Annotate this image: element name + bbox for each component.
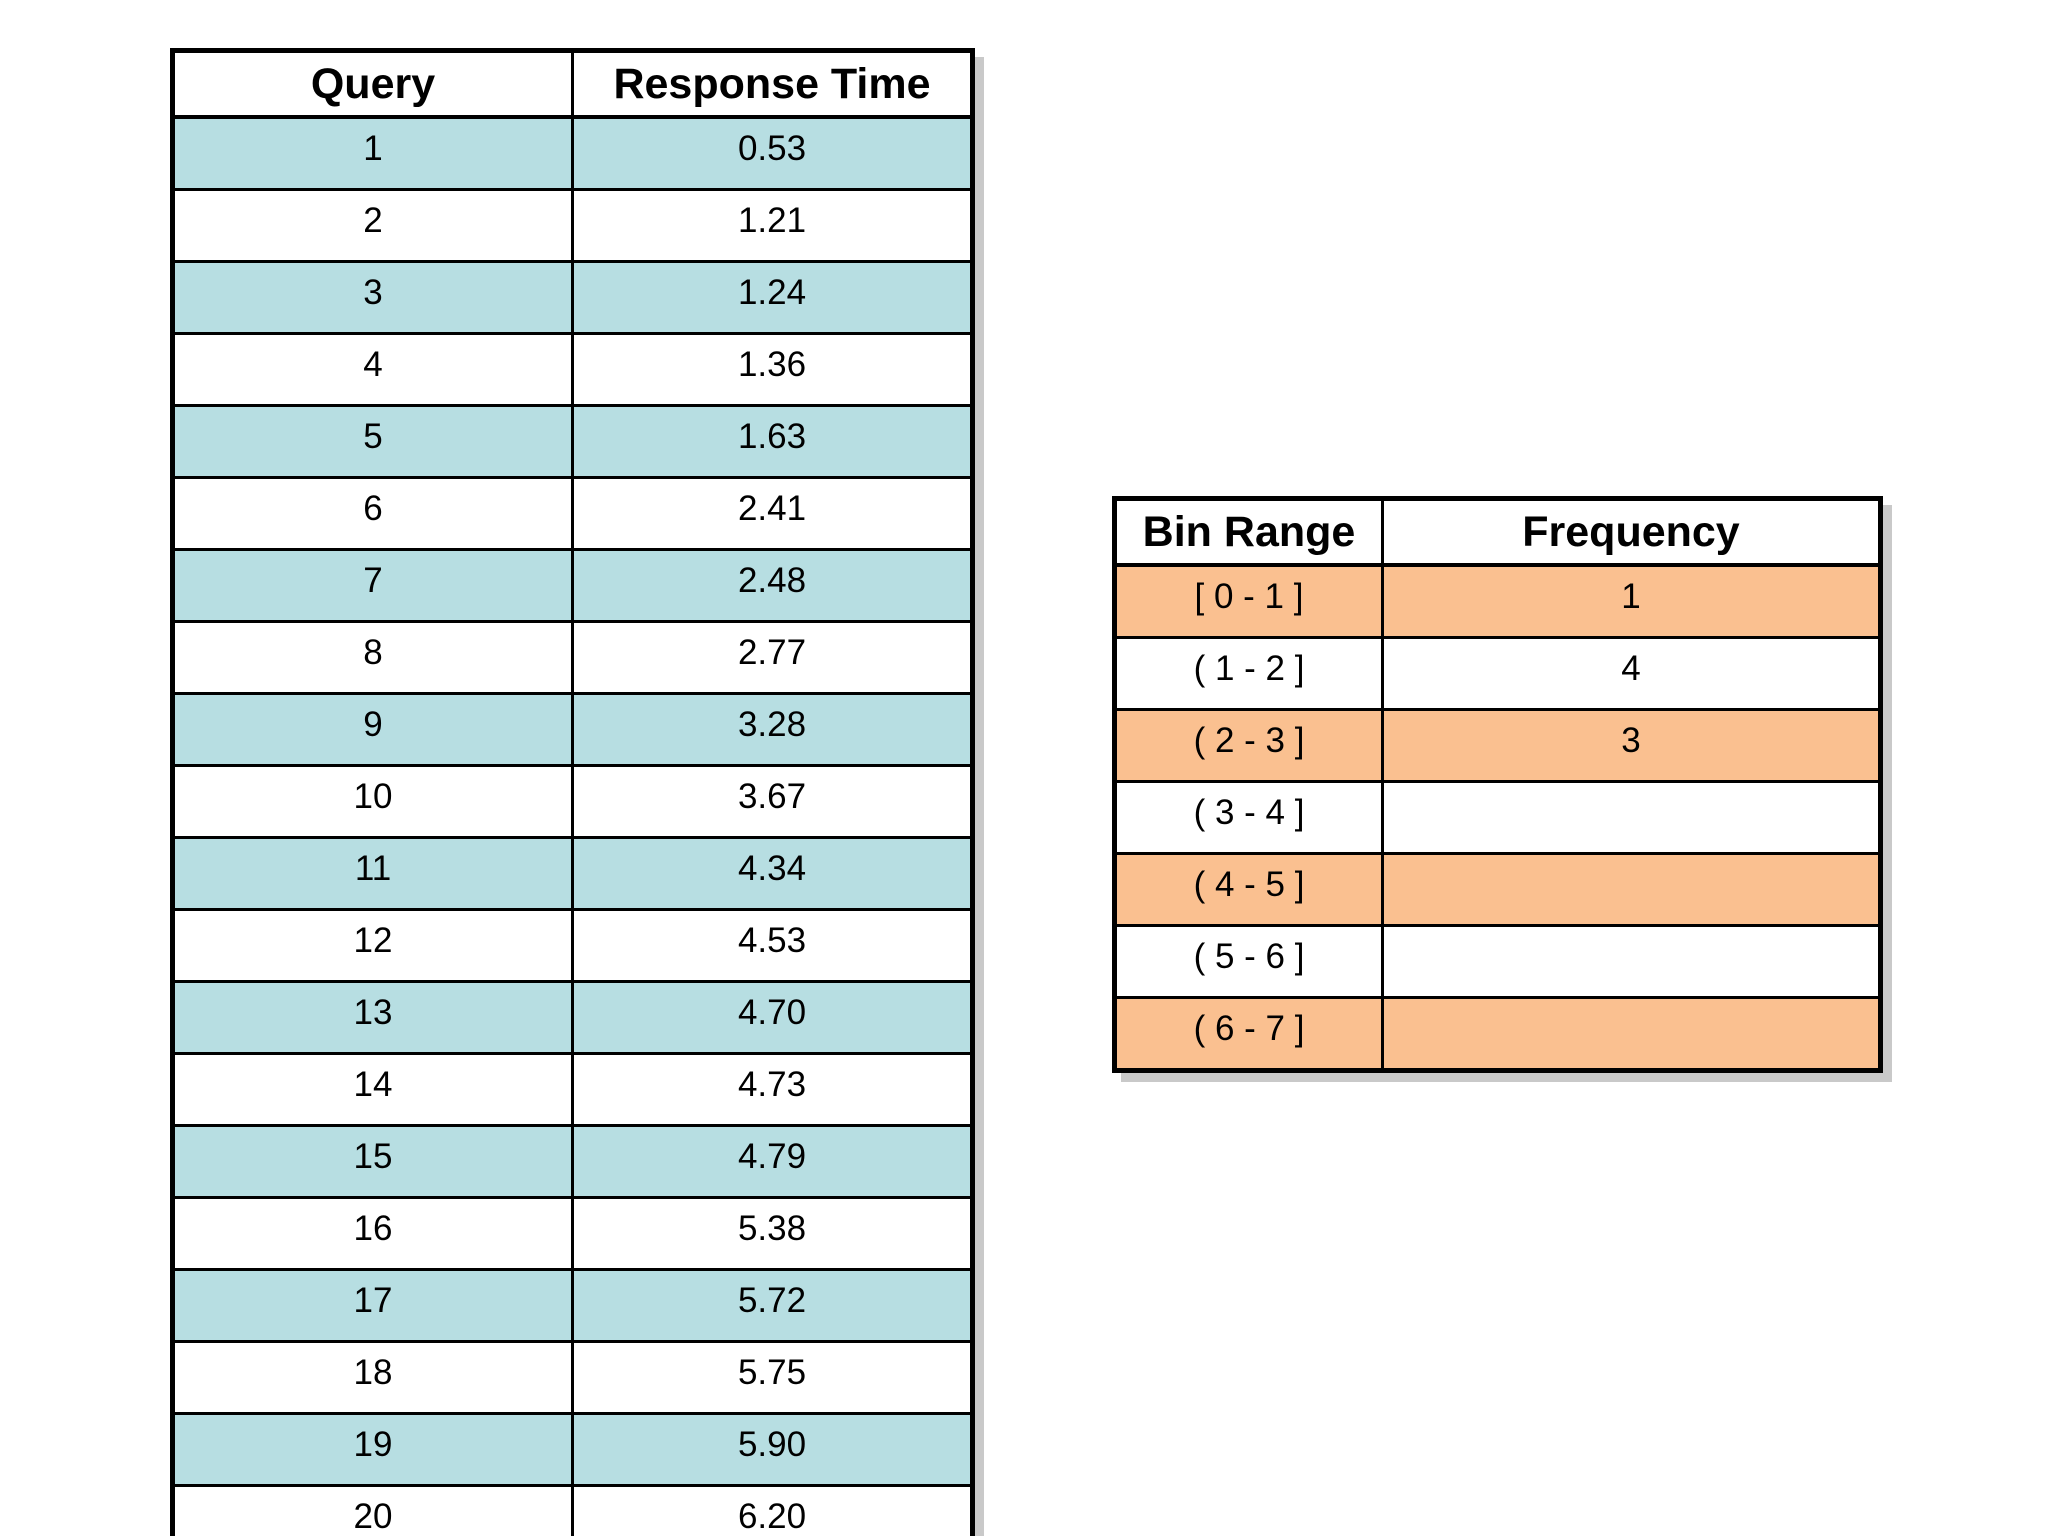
table-row: 14 4.73 xyxy=(171,1052,974,1127)
table-row: ( 6 - 7 ] xyxy=(1113,996,1882,1072)
bin-range-cell: ( 4 - 5 ] xyxy=(1113,852,1384,927)
response-time-cell: 5.72 xyxy=(571,1268,974,1343)
bin-range-cell: ( 5 - 6 ] xyxy=(1113,924,1384,999)
query-cell: 4 xyxy=(171,332,574,407)
response-time-cell: 4.73 xyxy=(571,1052,974,1127)
table-row: 1 0.53 xyxy=(171,115,974,191)
bin-table-header: Bin Range Frequency xyxy=(1113,497,1882,567)
bin-range-column-header: Bin Range xyxy=(1113,497,1384,567)
response-time-cell: 1.63 xyxy=(571,404,974,479)
table-row: ( 1 - 2 ] 4 xyxy=(1113,636,1882,711)
table-row: 15 4.79 xyxy=(171,1124,974,1199)
bin-frequency-table: Bin Range Frequency [ 0 - 1 ] 1( 1 - 2 ] 4… xyxy=(1112,496,1883,1073)
response-time-cell: 6.20 xyxy=(571,1484,974,1536)
query-column-header: Query xyxy=(171,49,574,119)
query-cell: 7 xyxy=(171,548,574,623)
frequency-cell xyxy=(1381,996,1882,1072)
bin-range-cell: ( 1 - 2 ] xyxy=(1113,636,1384,711)
query-cell: 19 xyxy=(171,1412,574,1487)
bin-range-cell: ( 6 - 7 ] xyxy=(1113,996,1384,1072)
table-row: 16 5.38 xyxy=(171,1196,974,1271)
response-time-cell: 1.36 xyxy=(571,332,974,407)
table-row: ( 2 - 3 ] 3 xyxy=(1113,708,1882,783)
response-time-cell: 2.41 xyxy=(571,476,974,551)
query-cell: 20 xyxy=(171,1484,574,1536)
query-cell: 2 xyxy=(171,188,574,263)
query-cell: 14 xyxy=(171,1052,574,1127)
bin-range-cell: ( 2 - 3 ] xyxy=(1113,708,1384,783)
table-row: 3 1.24 xyxy=(171,260,974,335)
frequency-column-header: Frequency xyxy=(1381,497,1882,567)
table-row: 19 5.90 xyxy=(171,1412,974,1487)
query-cell: 9 xyxy=(171,692,574,767)
frequency-cell xyxy=(1381,780,1882,855)
table-row: ( 3 - 4 ] xyxy=(1113,780,1882,855)
bin-range-cell: [ 0 - 1 ] xyxy=(1113,563,1384,639)
table-row: 18 5.75 xyxy=(171,1340,974,1415)
response-time-cell: 4.53 xyxy=(571,908,974,983)
query-cell: 6 xyxy=(171,476,574,551)
response-time-cell: 5.38 xyxy=(571,1196,974,1271)
query-cell: 12 xyxy=(171,908,574,983)
query-cell: 13 xyxy=(171,980,574,1055)
bin-range-cell: ( 3 - 4 ] xyxy=(1113,780,1384,855)
table-row: 9 3.28 xyxy=(171,692,974,767)
table-row: 6 2.41 xyxy=(171,476,974,551)
response-time-cell: 3.67 xyxy=(571,764,974,839)
response-time-cell: 3.28 xyxy=(571,692,974,767)
table-row: 13 4.70 xyxy=(171,980,974,1055)
query-cell: 3 xyxy=(171,260,574,335)
table-row: 11 4.34 xyxy=(171,836,974,911)
query-table-header: Query Response Time xyxy=(171,49,974,119)
header-row: Query Response Time xyxy=(171,49,974,119)
table-row: [ 0 - 1 ] 1 xyxy=(1113,563,1882,639)
query-cell: 5 xyxy=(171,404,574,479)
response-time-cell: 4.79 xyxy=(571,1124,974,1199)
query-cell: 15 xyxy=(171,1124,574,1199)
response-time-cell: 1.21 xyxy=(571,188,974,263)
table-row: 12 4.53 xyxy=(171,908,974,983)
response-time-cell: 4.70 xyxy=(571,980,974,1055)
frequency-cell xyxy=(1381,852,1882,927)
table-row: 20 6.20 xyxy=(171,1484,974,1536)
table-row: 17 5.72 xyxy=(171,1268,974,1343)
query-cell: 17 xyxy=(171,1268,574,1343)
response-time-cell: 2.48 xyxy=(571,548,974,623)
table-row: 8 2.77 xyxy=(171,620,974,695)
query-cell: 18 xyxy=(171,1340,574,1415)
response-time-cell: 5.90 xyxy=(571,1412,974,1487)
table-row: 5 1.63 xyxy=(171,404,974,479)
query-cell: 11 xyxy=(171,836,574,911)
frequency-cell: 4 xyxy=(1381,636,1882,711)
table-row: ( 5 - 6 ] xyxy=(1113,924,1882,999)
query-cell: 16 xyxy=(171,1196,574,1271)
response-time-cell: 1.24 xyxy=(571,260,974,335)
table-row: 2 1.21 xyxy=(171,188,974,263)
response-time-cell: 4.34 xyxy=(571,836,974,911)
query-response-table: Query Response Time 1 0.53 2 1.21 3 1.24 4 1.36… xyxy=(170,48,975,1536)
table-row: ( 4 - 5 ] xyxy=(1113,852,1882,927)
frequency-cell: 3 xyxy=(1381,708,1882,783)
header-row: Bin Range Frequency xyxy=(1113,497,1882,567)
table-row: 7 2.48 xyxy=(171,548,974,623)
frequency-cell: 1 xyxy=(1381,563,1882,639)
bin-table-body: [ 0 - 1 ] 1( 1 - 2 ] 4( 2 - 3 ] 3( 3 - 4 ](… xyxy=(1113,563,1882,1072)
response-time-cell: 2.77 xyxy=(571,620,974,695)
query-table-body: 1 0.53 2 1.21 3 1.24 4 1.36 5 1.63 6 2.41 7 2.48 8 2.77… xyxy=(171,115,974,1536)
query-cell: 8 xyxy=(171,620,574,695)
response-time-cell: 0.53 xyxy=(571,115,974,191)
response-time-cell: 5.75 xyxy=(571,1340,974,1415)
table-row: 10 3.67 xyxy=(171,764,974,839)
query-cell: 10 xyxy=(171,764,574,839)
response-time-column-header: Response Time xyxy=(571,49,974,119)
frequency-cell xyxy=(1381,924,1882,999)
table-row: 4 1.36 xyxy=(171,332,974,407)
query-cell: 1 xyxy=(171,115,574,191)
